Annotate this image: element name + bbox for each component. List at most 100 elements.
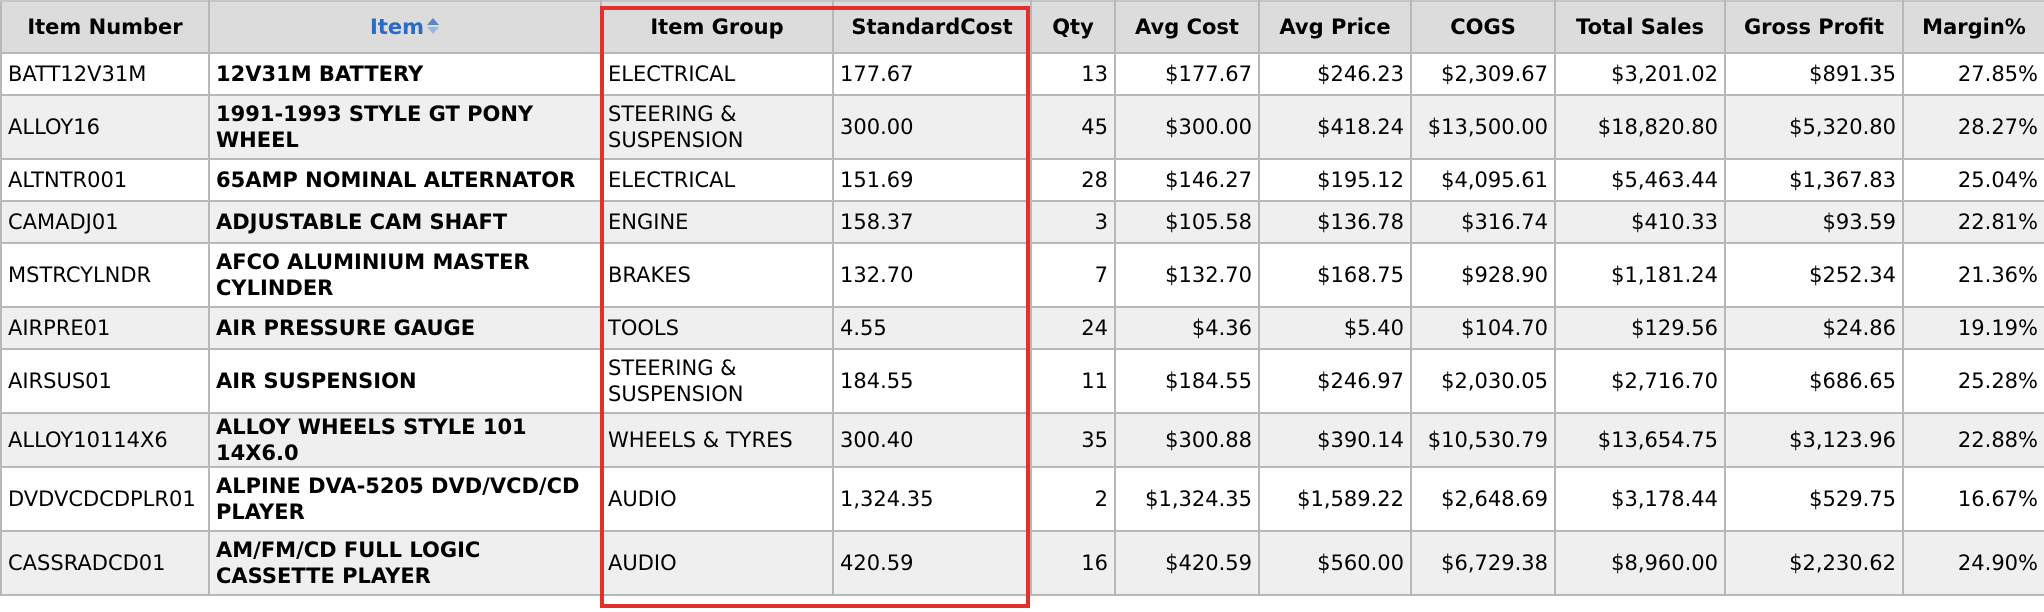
margin-cell: 25.04% (1902, 158, 2044, 202)
qty-cell: 28 (1030, 158, 1116, 202)
item-group-cell: AUDIO (600, 466, 834, 532)
qty-cell: 3 (1030, 200, 1116, 244)
item-description-cell: AFCO ALUMINIUM MASTER CYLINDER (208, 242, 602, 308)
cogs-cell: $10,530.79 (1410, 412, 1556, 468)
qty-cell: 45 (1030, 94, 1116, 160)
avg-price-cell: $168.75 (1258, 242, 1412, 308)
item-number-cell: ALLOY16 (0, 94, 210, 160)
qty-cell: 24 (1030, 306, 1116, 350)
standard-cost-cell: 300.40 (832, 412, 1032, 468)
avg-price-cell: $136.78 (1258, 200, 1412, 244)
standard-cost-cell: 184.55 (832, 348, 1032, 414)
avg-price-cell: $195.12 (1258, 158, 1412, 202)
table-row[interactable]: AIRPRE01 AIR PRESSURE GAUGE TOOLS 4.55 2… (0, 306, 2044, 350)
standard-cost-cell: 420.59 (832, 530, 1032, 596)
avg-price-cell: $246.97 (1258, 348, 1412, 414)
margin-cell: 22.81% (1902, 200, 2044, 244)
item-group-cell: TOOLS (600, 306, 834, 350)
margin-cell: 24.90% (1902, 530, 2044, 596)
qty-cell: 2 (1030, 466, 1116, 532)
col-qty-header[interactable]: Qty (1030, 0, 1116, 54)
gross-profit-cell: $891.35 (1724, 52, 1904, 96)
item-number-cell: AIRSUS01 (0, 348, 210, 414)
item-group-cell: ELECTRICAL (600, 52, 834, 96)
col-item-group-header[interactable]: Item Group (600, 0, 834, 54)
item-description-cell: AM/FM/CD FULL LOGIC CASSETTE PLAYER (208, 530, 602, 596)
item-description-cell: 12V31M BATTERY (208, 52, 602, 96)
item-group-cell: ELECTRICAL (600, 158, 834, 202)
table-row[interactable]: ALLOY16 1991-1993 STYLE GT PONY WHEEL ST… (0, 94, 2044, 160)
item-description-cell: 65AMP NOMINAL ALTERNATOR (208, 158, 602, 202)
table-row[interactable]: MSTRCYLNDR AFCO ALUMINIUM MASTER CYLINDE… (0, 242, 2044, 308)
total-sales-cell: $1,181.24 (1554, 242, 1726, 308)
item-number-cell: CAMADJ01 (0, 200, 210, 244)
avg-cost-cell: $146.27 (1114, 158, 1260, 202)
avg-price-cell: $560.00 (1258, 530, 1412, 596)
col-item-number-header[interactable]: Item Number (0, 0, 210, 54)
item-description-cell: ALLOY WHEELS STYLE 101 14X6.0 (208, 412, 602, 468)
avg-cost-cell: $4.36 (1114, 306, 1260, 350)
standard-cost-cell: 1,324.35 (832, 466, 1032, 532)
table-row[interactable]: CAMADJ01 ADJUSTABLE CAM SHAFT ENGINE 158… (0, 200, 2044, 244)
col-cogs-header[interactable]: COGS (1410, 0, 1556, 54)
standard-cost-cell: 4.55 (832, 306, 1032, 350)
item-description-cell: ALPINE DVA-5205 DVD/VCD/CD PLAYER (208, 466, 602, 532)
standard-cost-cell: 132.70 (832, 242, 1032, 308)
item-description-cell: 1991-1993 STYLE GT PONY WHEEL (208, 94, 602, 160)
qty-cell: 7 (1030, 242, 1116, 308)
avg-cost-cell: $177.67 (1114, 52, 1260, 96)
item-group-cell: STEERING & SUSPENSION (600, 94, 834, 160)
col-item-header[interactable]: Item (208, 0, 602, 54)
gross-profit-cell: $93.59 (1724, 200, 1904, 244)
avg-cost-cell: $184.55 (1114, 348, 1260, 414)
cogs-cell: $2,648.69 (1410, 466, 1556, 532)
table-row[interactable]: ALTNTR001 65AMP NOMINAL ALTERNATOR ELECT… (0, 158, 2044, 202)
avg-price-cell: $246.23 (1258, 52, 1412, 96)
col-total-sales-header[interactable]: Total Sales (1554, 0, 1726, 54)
col-avg-cost-header[interactable]: Avg Cost (1114, 0, 1260, 54)
header-row: Item Number Item Item Group StandardCost… (0, 0, 2044, 54)
col-gross-profit-header[interactable]: Gross Profit (1724, 0, 1904, 54)
avg-cost-cell: $300.88 (1114, 412, 1260, 468)
item-description-cell: AIR SUSPENSION (208, 348, 602, 414)
table-row[interactable]: DVDVCDCDPLR01 ALPINE DVA-5205 DVD/VCD/CD… (0, 466, 2044, 532)
total-sales-cell: $8,960.00 (1554, 530, 1726, 596)
qty-cell: 35 (1030, 412, 1116, 468)
total-sales-cell: $2,716.70 (1554, 348, 1726, 414)
margin-cell: 28.27% (1902, 94, 2044, 160)
items-report-table: Item Number Item Item Group StandardCost… (0, 0, 2044, 596)
sort-up-down-icon[interactable] (426, 16, 440, 40)
item-group-cell: WHEELS & TYRES (600, 412, 834, 468)
gross-profit-cell: $686.65 (1724, 348, 1904, 414)
qty-cell: 13 (1030, 52, 1116, 96)
gross-profit-cell: $24.86 (1724, 306, 1904, 350)
col-standard-cost-header[interactable]: StandardCost (832, 0, 1032, 54)
item-description-cell: AIR PRESSURE GAUGE (208, 306, 602, 350)
table-row[interactable]: CASSRADCD01 AM/FM/CD FULL LOGIC CASSETTE… (0, 530, 2044, 596)
standard-cost-cell: 177.67 (832, 52, 1032, 96)
cogs-cell: $4,095.61 (1410, 158, 1556, 202)
item-number-cell: MSTRCYLNDR (0, 242, 210, 308)
avg-price-cell: $5.40 (1258, 306, 1412, 350)
item-number-cell: BATT12V31M (0, 52, 210, 96)
table-row[interactable]: AIRSUS01 AIR SUSPENSION STEERING & SUSPE… (0, 348, 2044, 414)
item-sort-link[interactable]: Item (370, 14, 424, 39)
col-margin-header[interactable]: Margin% (1902, 0, 2044, 54)
margin-cell: 27.85% (1902, 52, 2044, 96)
col-avg-price-header[interactable]: Avg Price (1258, 0, 1412, 54)
standard-cost-cell: 300.00 (832, 94, 1032, 160)
table-row[interactable]: ALLOY10114X6 ALLOY WHEELS STYLE 101 14X6… (0, 412, 2044, 468)
cogs-cell: $104.70 (1410, 306, 1556, 350)
item-number-cell: CASSRADCD01 (0, 530, 210, 596)
total-sales-cell: $18,820.80 (1554, 94, 1726, 160)
gross-profit-cell: $3,123.96 (1724, 412, 1904, 468)
cogs-cell: $2,309.67 (1410, 52, 1556, 96)
item-description-cell: ADJUSTABLE CAM SHAFT (208, 200, 602, 244)
margin-cell: 25.28% (1902, 348, 2044, 414)
total-sales-cell: $5,463.44 (1554, 158, 1726, 202)
total-sales-cell: $129.56 (1554, 306, 1726, 350)
gross-profit-cell: $5,320.80 (1724, 94, 1904, 160)
avg-cost-cell: $420.59 (1114, 530, 1260, 596)
margin-cell: 19.19% (1902, 306, 2044, 350)
table-row[interactable]: BATT12V31M 12V31M BATTERY ELECTRICAL 177… (0, 52, 2044, 96)
